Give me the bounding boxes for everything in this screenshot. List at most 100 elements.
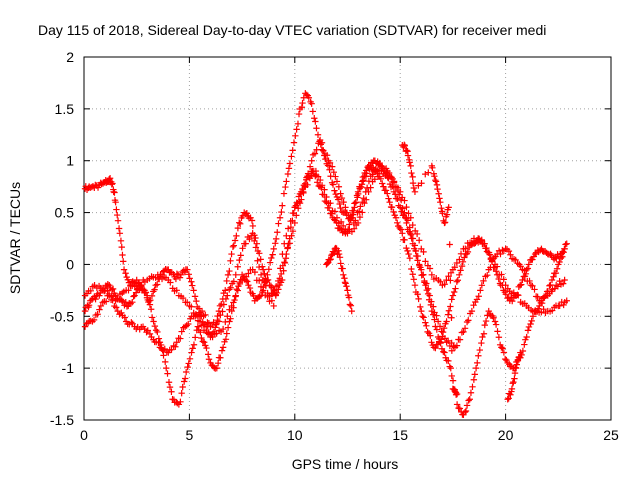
data-point — [468, 307, 476, 315]
data-point — [556, 302, 563, 309]
data-point — [336, 200, 343, 208]
data-point — [289, 227, 297, 235]
data-point — [517, 263, 524, 270]
x-axis-label: GPS time / hours — [292, 456, 399, 472]
data-point — [180, 378, 188, 385]
data-point — [483, 244, 490, 252]
data-point — [104, 287, 111, 294]
data-point — [504, 396, 511, 403]
data-point — [522, 270, 530, 277]
data-point — [179, 383, 186, 391]
data-point — [226, 267, 233, 275]
data-point — [436, 323, 444, 330]
data-point — [222, 336, 230, 343]
data-point — [124, 276, 132, 283]
data-point — [540, 306, 547, 313]
data-point — [447, 303, 454, 310]
data-point — [423, 322, 430, 329]
data-point — [355, 190, 362, 198]
data-point — [360, 177, 367, 184]
data-point — [463, 402, 471, 409]
data-point — [224, 324, 232, 331]
data-point — [332, 173, 339, 180]
data-point — [390, 178, 398, 185]
data-point — [443, 211, 451, 218]
data-point — [280, 190, 288, 197]
data-point — [204, 351, 212, 358]
data-point — [457, 267, 464, 274]
data-point — [384, 190, 391, 197]
data-point — [94, 311, 101, 318]
data-point — [413, 230, 421, 238]
data-point — [547, 281, 554, 289]
data-point — [438, 328, 445, 335]
data-point — [432, 178, 440, 185]
data-point — [492, 321, 500, 328]
data-point — [150, 318, 157, 325]
data-point — [272, 235, 280, 243]
data-point — [454, 277, 462, 284]
data-point — [87, 287, 94, 295]
data-point — [409, 179, 417, 187]
data-point — [437, 199, 444, 206]
data-point — [160, 352, 167, 359]
data-point — [422, 258, 429, 265]
data-point — [289, 147, 296, 154]
data-point — [407, 231, 415, 238]
data-point — [162, 358, 169, 366]
data-point — [456, 256, 463, 263]
data-point — [313, 125, 320, 132]
data-point — [199, 338, 207, 345]
data-point — [334, 196, 342, 203]
data-point — [116, 230, 124, 237]
data-point — [388, 174, 395, 181]
data-point — [357, 203, 364, 210]
data-point — [131, 292, 138, 299]
data-point — [259, 266, 267, 273]
data-point — [239, 245, 246, 252]
data-point — [490, 314, 497, 321]
data-point — [398, 208, 405, 215]
data-point — [222, 295, 230, 303]
data-point — [184, 363, 191, 371]
data-point — [556, 277, 563, 285]
data-point — [356, 213, 364, 221]
data-point — [188, 303, 195, 310]
data-point — [281, 240, 288, 247]
data-point — [223, 330, 230, 337]
data-point — [104, 280, 112, 288]
data-point — [218, 347, 226, 354]
data-point — [548, 307, 556, 314]
data-point — [428, 271, 436, 278]
data-point — [338, 194, 346, 202]
data-point — [290, 139, 298, 146]
data-point — [347, 215, 354, 222]
data-point — [198, 334, 205, 342]
data-point — [92, 295, 99, 303]
data-point — [343, 283, 350, 290]
data-point — [438, 345, 446, 352]
data-point — [415, 295, 422, 303]
data-point — [196, 318, 204, 325]
data-point — [420, 314, 427, 321]
data-point — [317, 176, 324, 184]
data-point — [270, 245, 277, 253]
data-point — [419, 313, 426, 320]
data-point — [403, 147, 410, 154]
data-point — [379, 163, 386, 171]
data-point — [515, 292, 522, 299]
data-point — [439, 210, 446, 217]
data-point — [231, 237, 239, 244]
data-point — [242, 240, 249, 247]
data-point — [380, 183, 387, 190]
data-point — [475, 352, 482, 359]
data-point — [188, 349, 195, 356]
data-point — [345, 294, 353, 301]
data-point — [430, 303, 437, 310]
data-point — [308, 157, 315, 164]
data-point — [444, 337, 452, 345]
data-point — [168, 346, 175, 353]
data-point — [217, 311, 224, 319]
data-point — [386, 199, 393, 206]
data-point — [350, 225, 358, 232]
